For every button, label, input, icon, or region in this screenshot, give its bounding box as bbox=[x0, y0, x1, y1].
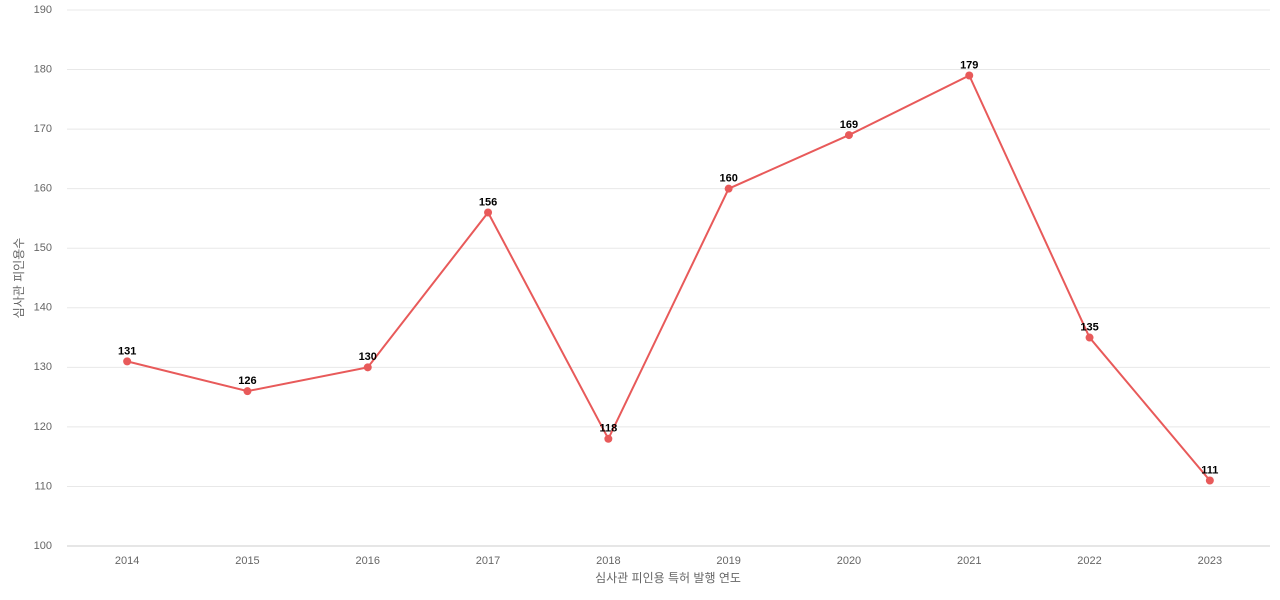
y-tick-label: 140 bbox=[34, 302, 52, 314]
point bbox=[724, 184, 733, 193]
y-axis-title: 심사관 피인용수 bbox=[12, 238, 26, 319]
point bbox=[1085, 333, 1094, 342]
x-tick-label: 2018 bbox=[596, 555, 620, 567]
point bbox=[604, 434, 613, 443]
x-tick-label: 2016 bbox=[356, 555, 380, 567]
data-label: 179 bbox=[960, 59, 978, 71]
x-axis-title: 심사관 피인용 특허 발행 연도 bbox=[595, 570, 741, 585]
x-tick-label: 2015 bbox=[235, 555, 259, 567]
data-label: 111 bbox=[1201, 464, 1218, 476]
x-tick-label: 2021 bbox=[957, 555, 981, 567]
y-tick-label: 150 bbox=[34, 242, 52, 254]
point bbox=[844, 131, 853, 140]
data-label: 135 bbox=[1080, 321, 1098, 333]
x-tick-label: 2017 bbox=[476, 555, 500, 567]
y-tick-label: 190 bbox=[34, 4, 52, 16]
y-tick-label: 180 bbox=[34, 63, 52, 75]
y-tick-label: 110 bbox=[34, 480, 52, 492]
data-label: 126 bbox=[238, 375, 256, 387]
data-label: 118 bbox=[599, 423, 617, 435]
x-tick-label: 2023 bbox=[1198, 555, 1222, 567]
point bbox=[363, 363, 372, 372]
point bbox=[243, 387, 252, 396]
point bbox=[123, 357, 132, 366]
y-tick-label: 130 bbox=[34, 361, 52, 373]
data-label: 160 bbox=[719, 173, 737, 185]
point bbox=[484, 208, 493, 217]
y-tick-label: 170 bbox=[34, 123, 52, 135]
data-label: 131 bbox=[118, 345, 136, 357]
x-tick-label: 2022 bbox=[1077, 555, 1101, 567]
data-label: 169 bbox=[840, 119, 858, 131]
point bbox=[1205, 476, 1214, 485]
y-tick-label: 120 bbox=[34, 421, 52, 433]
data-label: 130 bbox=[359, 351, 377, 363]
line bbox=[126, 74, 1211, 482]
x-tick-label: 2014 bbox=[115, 555, 139, 567]
x-tick-label: 2020 bbox=[837, 555, 861, 567]
data-label: 156 bbox=[479, 196, 497, 208]
y-tick-label: 160 bbox=[34, 183, 52, 195]
x-tick-label: 2019 bbox=[716, 555, 740, 567]
y-tick-label: 100 bbox=[34, 540, 52, 552]
point bbox=[965, 71, 974, 80]
